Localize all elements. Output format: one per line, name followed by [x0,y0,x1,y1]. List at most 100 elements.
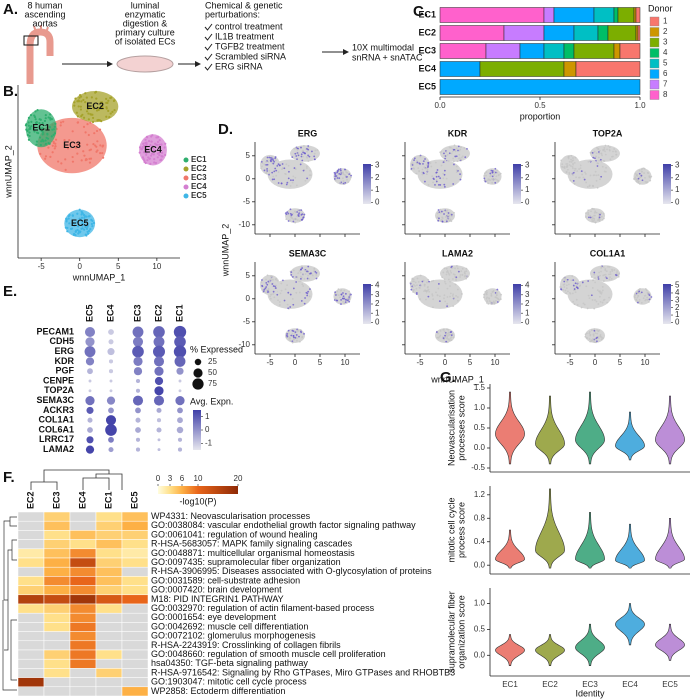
cell-dot [596,289,599,292]
cell-dot [298,212,301,214]
dot [153,345,165,358]
heatmap-cell [95,668,123,678]
cell-dot [584,335,587,338]
cell-dot [303,277,306,280]
cell-dot [80,100,83,103]
colorbar-tick-label: 4 [675,288,680,297]
cell-dot [336,177,339,179]
cell-dot [268,172,271,175]
heatmap-cell [43,585,71,596]
cell-dot [418,169,421,172]
cell-dot [425,298,427,301]
cell-dot [488,297,490,299]
cell-dot [441,216,443,219]
cell-dot [38,136,42,139]
cell-dot [290,334,293,337]
cell-dot [288,219,291,222]
cell-dot [336,171,339,174]
x-tick-label: -5 [416,358,424,367]
y-tick-label: -5 [243,197,251,206]
cell-dot [440,210,443,213]
cell-dot [293,167,296,169]
cell-dot [564,289,567,292]
dot [88,389,92,393]
cell-dot [94,91,97,94]
cell-dot [109,96,112,100]
cell-dot [496,301,499,303]
cell-dot [411,277,414,280]
cell-dot [35,121,38,124]
cell-dot [422,160,425,163]
cell-dot [584,171,586,174]
cell-dot [614,273,617,276]
cell-dot [599,301,602,303]
cell-dot [580,170,583,173]
heatmap-cell [69,585,97,596]
cell-dot [445,218,448,221]
cell-dot [415,293,418,296]
cell-dot [292,269,295,272]
heatmap-cell [43,622,71,632]
cell-dot [574,167,576,170]
perturbation-item: TGFB2 treatment [215,41,285,51]
y-axis-label: supramolecular fiber [446,591,456,673]
colorbar-tick-label: 3 [675,161,680,170]
cell-dot [443,173,446,176]
colorbar [158,486,238,494]
cell-dot [435,180,438,183]
step-text: primary culture [115,27,175,37]
cell-dot [349,176,352,179]
column-label: EC5 [129,491,139,509]
cell-dot [342,295,345,298]
legend-swatch [649,58,660,69]
cell-dot [149,162,152,166]
cell-dot [87,133,90,137]
cell-dot [575,298,578,301]
check-mark [204,33,213,41]
cell-dot [153,161,156,164]
cell-dot [84,219,87,222]
heatmap-cell [121,576,149,586]
cell-dot [573,303,576,306]
feature-title: COL1A1 [590,248,626,258]
heatmap-cell [121,658,149,669]
perturbation-item: control treatment [215,21,283,31]
cell-dot [595,152,598,155]
cell-dot [494,181,497,184]
heatmap-cell [43,640,71,651]
cell-dot [611,270,614,272]
cell-dot [430,165,433,168]
heatmap-cell [121,539,149,550]
bar-segment [439,79,641,95]
cell-dot [38,122,41,125]
cell-dot [454,267,456,270]
cell-dot [144,150,147,153]
cell-dot [606,301,609,304]
cell-dot [271,171,274,174]
heatmap-cell [17,539,45,550]
cell-dot [449,337,452,340]
cell-dot [286,303,289,306]
heatmap-cell [95,539,123,550]
heatmap-cell [43,557,71,568]
cell-dot [80,227,83,230]
cell-dot [425,167,428,169]
cell-dot [289,185,292,187]
cell-dot [83,216,86,219]
cell-dot [414,285,416,287]
cell-dot [486,291,488,294]
heatmap-cell [69,557,97,568]
cell-dot [37,132,40,135]
heatmap-cell [95,520,123,531]
cell-dot [296,158,298,161]
x-tick-label: 10 [341,358,350,367]
cell-dot [292,220,295,223]
cell-dot [459,173,461,176]
cell-dot [587,280,590,282]
cell-dot [567,168,569,171]
cell-dot [296,184,298,187]
heatmap-cell [95,658,123,669]
cell-dot [437,332,439,335]
cell-dot [565,284,568,287]
cell-dot [279,292,282,295]
